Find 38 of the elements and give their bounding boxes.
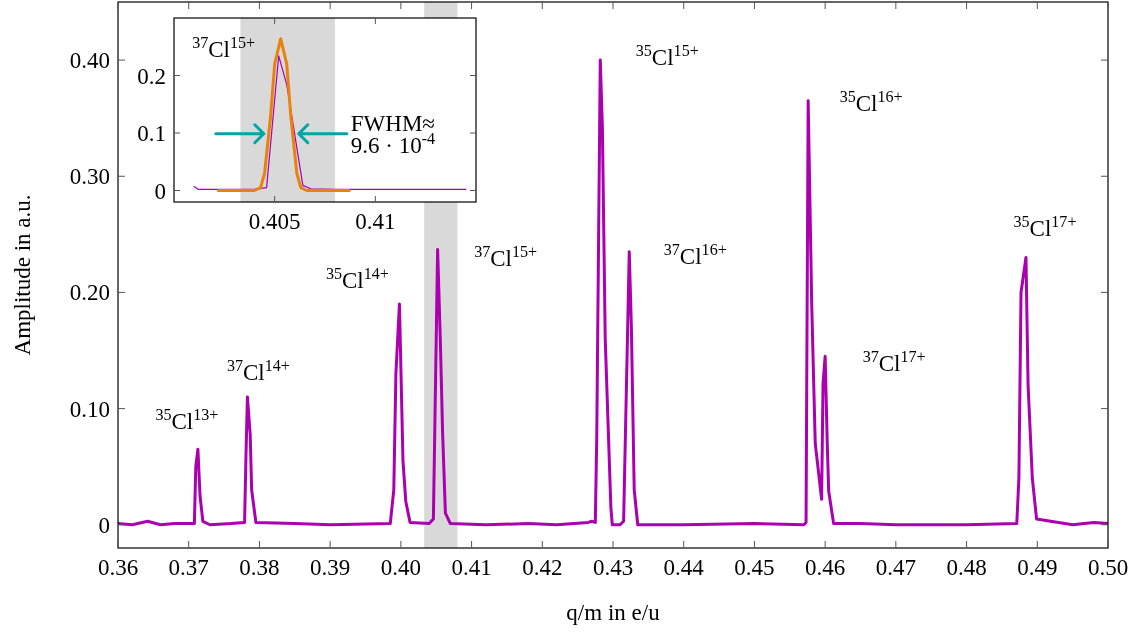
annotation: $^{35}$Cl$^{14+}$ xyxy=(325,264,389,294)
y-tick-label: 0.1 xyxy=(137,121,166,147)
y-tick-label: 0.10 xyxy=(69,396,110,422)
annotation: $^{37}$Cl$^{16+}$ xyxy=(663,240,727,269)
annotation: $^{37}$Cl$^{15+}$ xyxy=(474,243,538,272)
annotation: $^{37}$Cl$^{15+}$ xyxy=(192,33,256,62)
x-tick-label: 0.49 xyxy=(1017,555,1058,580)
y-tick-label: 0 xyxy=(98,512,110,538)
annotation: $^{35}$Cl$^{13+}$ xyxy=(155,406,219,435)
x-tick-label: 0.47 xyxy=(875,555,916,580)
x-tick-label: 0.38 xyxy=(239,555,280,580)
annotation: FWHM≈ 9.6 · 10$^{-4}$ xyxy=(350,110,436,158)
x-tick-label: 0.37 xyxy=(168,555,209,580)
annotation: $^{35}$Cl$^{15+}$ xyxy=(635,41,699,71)
x-tick-label: 0.50 xyxy=(1087,555,1129,580)
x-tick-label: 0.41 xyxy=(355,209,396,234)
x-tick-label: 0.48 xyxy=(946,555,987,580)
x-tick-label: 0.40 xyxy=(380,555,421,580)
y-tick-label: 0.20 xyxy=(69,280,110,306)
x-tick-label: 0.44 xyxy=(663,555,705,580)
annotation: $^{35}$Cl$^{16+}$ xyxy=(839,87,903,116)
x-tick-label: 0.46 xyxy=(805,555,846,580)
y-axis-title: Amplitude in a.u. xyxy=(10,194,35,356)
x-tick-label: 0.36 xyxy=(97,555,139,580)
annotation: $^{35}$Cl$^{17+}$ xyxy=(1013,212,1077,241)
y-tick-label: 0.2 xyxy=(137,63,166,89)
y-tick-label: 0 xyxy=(154,178,166,204)
x-tick-label: 0.39 xyxy=(310,555,351,580)
x-tick-label: 0.42 xyxy=(522,555,563,580)
y-tick-label: 0.40 xyxy=(69,48,110,74)
x-axis-title: q/m in e/u xyxy=(566,600,661,625)
x-tick-label: 0.43 xyxy=(592,555,634,580)
x-tick-label: 0.45 xyxy=(734,555,775,580)
annotation: $^{37}$Cl$^{17+}$ xyxy=(862,348,926,377)
x-tick-label: 0.41 xyxy=(451,555,492,580)
x-tick-label: 0.405 xyxy=(248,209,301,234)
annotation: $^{37}$Cl$^{14+}$ xyxy=(226,356,290,386)
y-tick-label: 0.30 xyxy=(69,164,110,190)
